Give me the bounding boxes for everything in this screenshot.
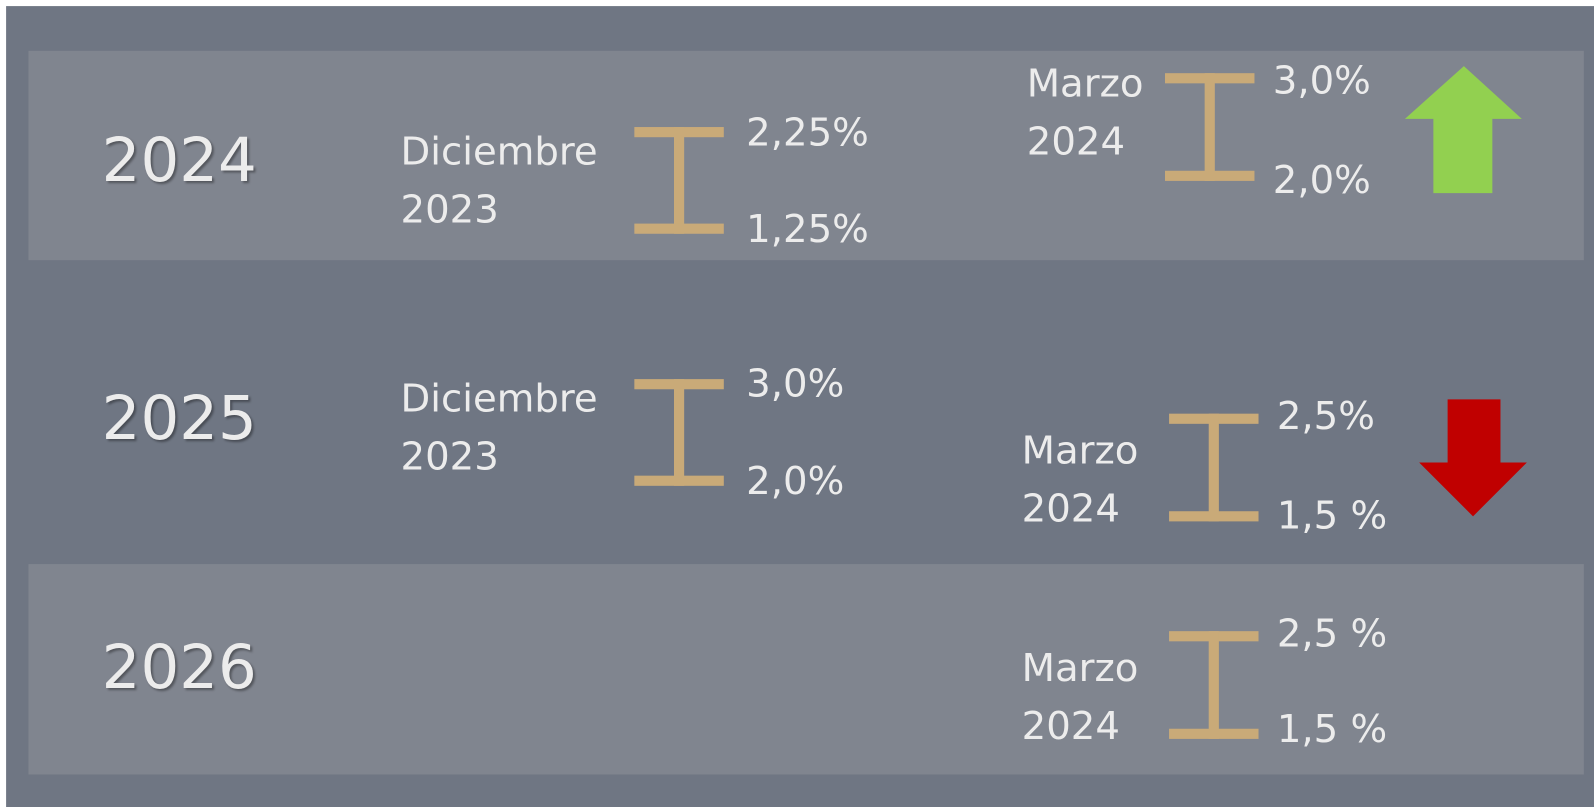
down-arrow: [1419, 399, 1527, 517]
range-high: 3,0%: [1273, 59, 1371, 104]
year: 2025: [102, 383, 257, 454]
forecast-label: 2023: [401, 435, 499, 480]
forecast-label: 2024: [1022, 486, 1120, 531]
range-low: 2,0%: [746, 459, 844, 504]
range-low: 1,5 %: [1277, 494, 1387, 539]
range-high: 2,5%: [1277, 394, 1375, 439]
forecast-label: 2023: [401, 188, 499, 233]
year: 2024: [102, 125, 257, 196]
row-band: [28, 50, 1584, 261]
range-bracket: [634, 127, 724, 234]
up-arrow: [1404, 66, 1522, 194]
range-bracket: [1165, 73, 1255, 181]
range-low: 2,0%: [1273, 158, 1371, 203]
range-high: 2,25%: [746, 110, 869, 155]
range-bracket: [634, 379, 724, 486]
range-high: 2,5 %: [1277, 611, 1387, 656]
forecast-label: 2024: [1027, 119, 1125, 164]
range-low: 1,5 %: [1277, 707, 1387, 752]
range-bracket: [1169, 631, 1259, 739]
forecast-label: 2024: [1022, 704, 1120, 749]
row-band: [28, 564, 1584, 775]
range-bracket: [1169, 413, 1259, 522]
forecast-label: Marzo: [1022, 428, 1139, 473]
range-low: 1,25%: [746, 207, 869, 252]
forecast-label: Diciembre: [401, 130, 598, 175]
forecast-label: Marzo: [1027, 62, 1144, 107]
forecast-label: Marzo: [1022, 646, 1139, 691]
range-high: 3,0%: [746, 361, 844, 406]
year: 2026: [102, 632, 257, 703]
forecast-label: Diciembre: [401, 377, 598, 422]
